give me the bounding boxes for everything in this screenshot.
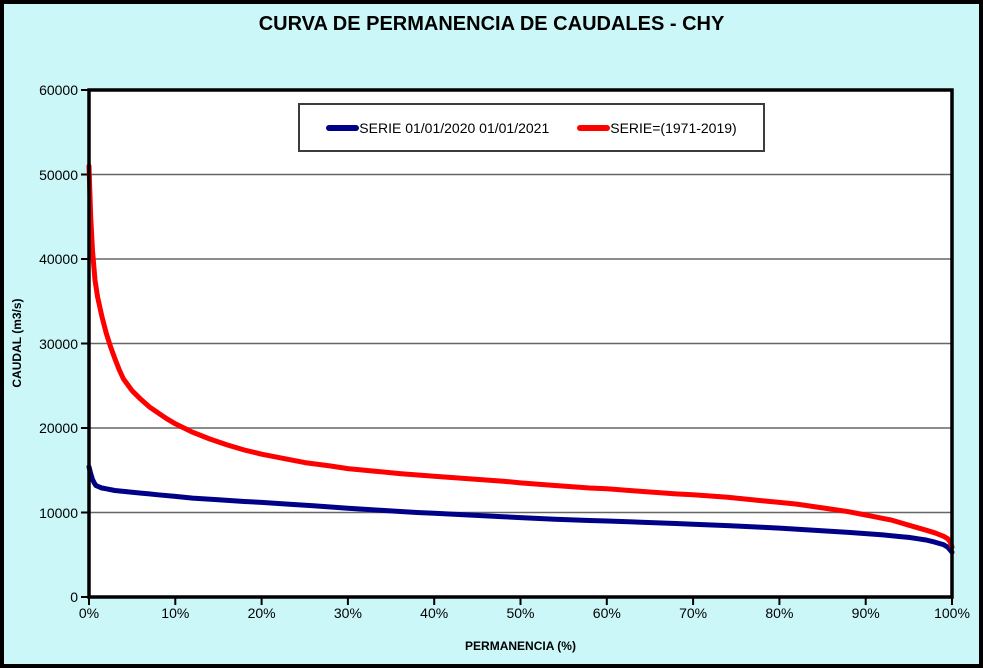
legend-item-serie-2020-2021: SERIE 01/01/2020 01/01/2021 [326, 120, 549, 136]
x-tick-label: 90% [851, 605, 880, 621]
y-tick-label: 50000 [39, 166, 78, 183]
legend-line-swatch-navy [326, 124, 360, 131]
x-tick-label: 100% [934, 605, 970, 621]
plot-border [87, 88, 954, 599]
x-tick-label: 60% [592, 605, 621, 621]
y-tick-label: 20000 [39, 420, 78, 436]
legend: SERIE 01/01/2020 01/01/2021 SERIE=(1971-… [298, 103, 765, 152]
y-tick-label: 0 [70, 589, 78, 605]
y-tick-label: 40000 [39, 251, 78, 267]
x-tick-label: 40% [420, 605, 449, 621]
y-tick-label: 30000 [39, 335, 78, 352]
y-tick-label: 60000 [39, 82, 78, 98]
x-tick-label: 30% [333, 605, 362, 621]
x-tick-label: 10% [161, 605, 190, 621]
x-tick-label: 70% [679, 605, 708, 621]
y-tick-label: 10000 [39, 504, 78, 521]
chart-title: CURVA DE PERMANENCIA DE CAUDALES - CHY [258, 13, 725, 35]
series-line-serie-2020-2021 [86, 464, 955, 555]
x-tick-label: 20% [247, 605, 276, 621]
legend-label: SERIE 01/01/2020 01/01/2021 [359, 119, 550, 136]
legend-label: SERIE=(1971-2019) [610, 119, 737, 136]
legend-line-swatch-red [577, 124, 611, 131]
x-tick-label: 80% [765, 605, 794, 621]
x-tick-label: 50% [506, 605, 535, 621]
x-axis-title: PERMANENCIA (%) [465, 639, 576, 653]
series-line-serie-1971-2019 [86, 163, 955, 550]
legend-item-serie-1971-2019: SERIE=(1971-2019) [577, 119, 737, 136]
x-tick-label: 0% [78, 605, 100, 621]
